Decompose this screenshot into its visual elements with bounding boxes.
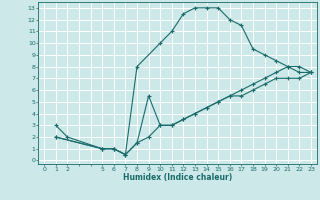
X-axis label: Humidex (Indice chaleur): Humidex (Indice chaleur) (123, 173, 232, 182)
